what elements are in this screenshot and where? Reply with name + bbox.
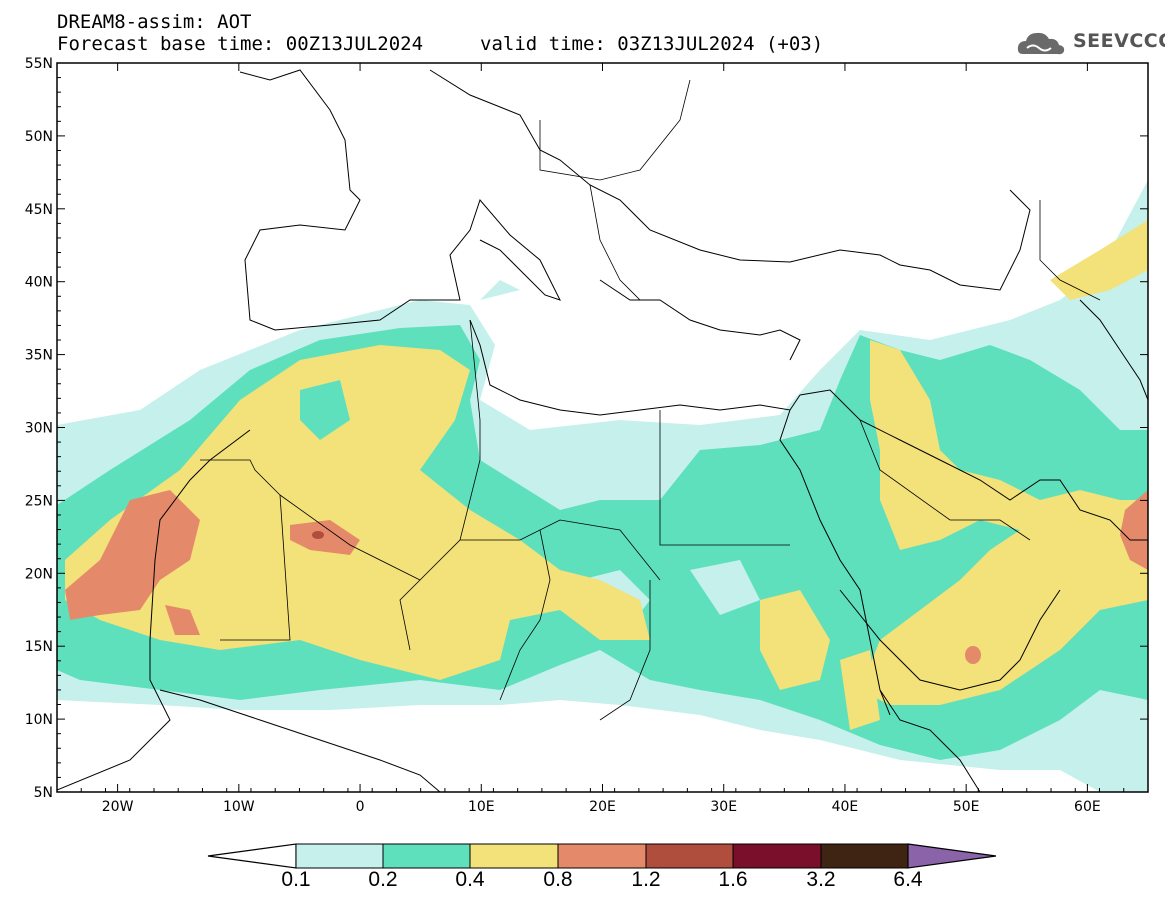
- colorbar-label: 0.8: [543, 868, 573, 891]
- lat-label: 25N: [25, 493, 53, 509]
- lat-label: 55N: [25, 56, 53, 72]
- colorbar-segment: [382, 843, 471, 869]
- lat-label: 15N: [25, 639, 53, 655]
- coastlines: [57, 69, 1148, 792]
- cloud-icon: [1017, 32, 1065, 55]
- lat-label: 5N: [34, 785, 53, 801]
- forecast-base-time: Forecast base time: 00Z13JUL2024: [57, 33, 424, 55]
- lat-label: 20N: [25, 566, 53, 582]
- lat-label: 35N: [25, 348, 53, 364]
- lon-label: 20W: [102, 799, 134, 815]
- lon-label: 30E: [710, 799, 737, 815]
- colorbar-label: 1.2: [631, 868, 661, 891]
- lon-label: 60E: [1074, 799, 1101, 815]
- colorbar: [207, 843, 997, 869]
- aot-field: [57, 180, 1148, 792]
- colorbar-label: 0.4: [455, 868, 485, 891]
- lon-label: 10W: [223, 799, 255, 815]
- lon-label: 40E: [832, 799, 859, 815]
- colorbar-low-arrow: [207, 843, 297, 869]
- lat-label: 40N: [25, 275, 53, 291]
- chart-title: DREAM8-assim: AOT: [57, 11, 252, 33]
- lon-label: 20E: [589, 799, 616, 815]
- colorbar-segment: [820, 843, 909, 869]
- colorbar-label: 0.1: [281, 868, 311, 891]
- borders: [200, 79, 1101, 721]
- logo-text: SEEVCCC: [1073, 30, 1165, 52]
- colorbar-label: 1.6: [718, 868, 748, 891]
- colorbar-high-arrow: [907, 843, 997, 869]
- lon-label: 10E: [468, 799, 495, 815]
- colorbar-segment: [295, 843, 384, 869]
- lat-label: 50N: [25, 129, 53, 145]
- lon-label: 50E: [953, 799, 980, 815]
- colorbar-segment: [645, 843, 734, 869]
- lat-label: 30N: [25, 421, 53, 437]
- colorbar-label: 0.2: [368, 868, 398, 891]
- lat-label: 10N: [25, 712, 53, 728]
- colorbar-segment: [557, 843, 647, 869]
- colorbar-segment: [732, 843, 822, 869]
- lat-label: 45N: [25, 202, 53, 218]
- colorbar-segment: [469, 843, 559, 869]
- valid-time: valid time: 03Z13JUL2024 (+03): [480, 33, 824, 55]
- axis-ticks: 55N 50N 45N 40N 35N 30N 25N 20N 15N 10N 5N 20W 10W 0 1…: [25, 56, 1149, 815]
- lon-label: 0: [356, 799, 365, 815]
- colorbar-label: 3.2: [806, 868, 836, 891]
- colorbar-label: 6.4: [893, 868, 923, 891]
